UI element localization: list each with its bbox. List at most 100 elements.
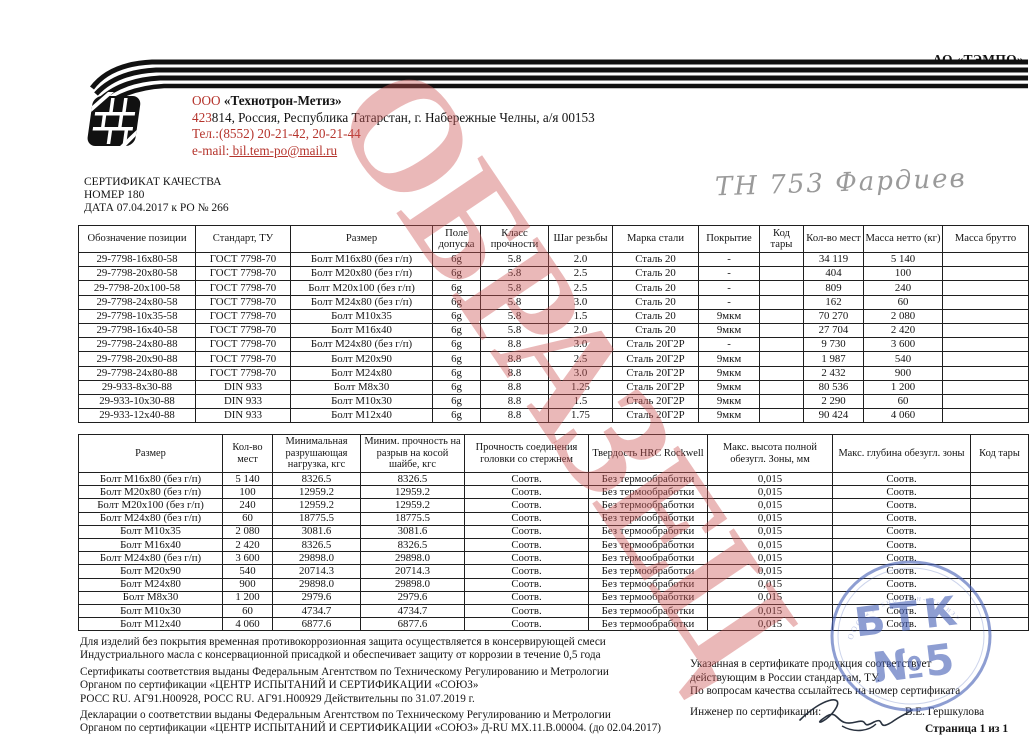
- table-row: 29-933-8х30-88 DIN 933 Болт М8х30 6g 8.8 1.25…: [78, 379, 1029, 395]
- table-cell: 8326.5: [360, 471, 465, 487]
- table-cell: 6g: [432, 322, 481, 339]
- table-cell: Болт М24х80 (без г/п): [290, 337, 433, 353]
- table-cell: ГОСТ 7798-70: [195, 266, 291, 282]
- table-row: Болт М20х90 540 20714.3 20714.3 Соотв. Без те…: [78, 564, 1029, 579]
- table-cell: 1.25: [548, 379, 613, 395]
- table-cell: 8.8: [480, 393, 549, 410]
- table-cell: Соотв.: [832, 603, 971, 619]
- table-cell: 809: [803, 280, 864, 296]
- table-cell: 2.5: [548, 280, 613, 296]
- table-row: 29-7798-24х80-88 ГОСТ 7798-70 Болт М24х80 …: [78, 337, 1029, 353]
- table-cell: 2 080: [863, 308, 943, 324]
- table-cell: [759, 393, 804, 410]
- table-cell: Болт М24х80 (без г/п): [78, 511, 223, 526]
- table-row: 29-7798-16х80-58 ГОСТ 7798-70 Болт М16х80 …: [78, 251, 1029, 268]
- table-cell: Соотв.: [832, 524, 971, 539]
- company-logo-icon: [87, 92, 141, 150]
- column-header: Миним. прочность на разрыв на косой шайб…: [360, 434, 465, 473]
- table-cell: [759, 308, 804, 324]
- table-cell: 2979.6: [272, 590, 361, 605]
- table-cell: Болт М8х30: [290, 379, 433, 395]
- table-cell: [942, 308, 1029, 324]
- table-cell: ГОСТ 7798-70: [195, 294, 291, 310]
- table-row: 29-7798-24х80-88 ГОСТ 7798-70 Болт М24х80 6…: [78, 365, 1029, 381]
- column-header: Стандарт, ТУ: [195, 225, 291, 253]
- table-cell: [970, 564, 1029, 579]
- table-cell: 0,015: [707, 498, 833, 513]
- company-email: e-mail: bil.tem-po@mail.ru: [192, 142, 338, 158]
- table-cell: 6g: [432, 408, 481, 424]
- table-cell: 900: [222, 577, 273, 592]
- company-phone: Тел.:(8552) 20-21-42, 20-21-44: [192, 126, 361, 141]
- certificate-title: СЕРТИФИКАТ КАЧЕСТВА: [84, 176, 222, 188]
- table-cell: 0,015: [707, 603, 833, 619]
- table-cell: 9мкм: [698, 408, 760, 424]
- table-cell: Болт М24х80 (без г/п): [78, 551, 223, 566]
- table-cell: [970, 551, 1029, 566]
- table-cell: 1 200: [863, 379, 943, 395]
- table-cell: 100: [222, 485, 273, 500]
- column-header: Обозначение позиции: [78, 225, 196, 253]
- table-cell: [942, 337, 1029, 353]
- table-cell: 29-7798-20х100-58: [78, 280, 196, 296]
- table-cell: Без термообработки: [588, 564, 708, 579]
- table-cell: 29-7798-24х80-88: [78, 337, 196, 353]
- table-cell: 1.5: [548, 393, 613, 410]
- table-cell: 6g: [432, 266, 481, 282]
- table-cell: 8.8: [480, 351, 549, 367]
- table-cell: Сталь 20Г2Р: [612, 365, 699, 381]
- table-cell: 0,015: [707, 551, 833, 566]
- table-cell: [759, 379, 804, 395]
- table-cell: 29-7798-16х40-58: [78, 322, 196, 339]
- table-cell: 2.0: [548, 251, 613, 268]
- table-cell: 29-7798-24х80-88: [78, 365, 196, 381]
- table-cell: -: [698, 294, 760, 310]
- table-cell: [970, 511, 1029, 526]
- table-cell: [942, 322, 1029, 339]
- table-cell: [970, 524, 1029, 539]
- table-header-row: Размер Кол-во мест Минимальная разрушающая…: [78, 434, 1029, 473]
- table-cell: 900: [863, 365, 943, 381]
- table-cell: Без термообработки: [588, 511, 708, 526]
- table-cell: 6g: [432, 337, 481, 353]
- table-cell: 3081.6: [360, 524, 465, 539]
- table-cell: 4 060: [863, 408, 943, 424]
- table-cell: 90 424: [803, 408, 864, 424]
- table-cell: Без термообработки: [588, 471, 708, 487]
- table-cell: [759, 365, 804, 381]
- table-cell: [759, 280, 804, 296]
- table-cell: Болт М10х30: [290, 393, 433, 410]
- table-cell: 9мкм: [698, 379, 760, 395]
- table-cell: 6g: [432, 294, 481, 310]
- table-cell: Без термообработки: [588, 617, 708, 632]
- table-row: Болт М24х80 (без г/п) 60 18775.5 18775.5 Соо…: [78, 511, 1029, 526]
- column-header: Макс. глубина обезугл. зоны: [832, 434, 971, 473]
- table-cell: 9 730: [803, 337, 864, 353]
- table-cell: 6g: [432, 351, 481, 367]
- table-cell: Сталь 20: [612, 266, 699, 282]
- table-cell: Соотв.: [832, 511, 971, 526]
- table-cell: Сталь 20Г2Р: [612, 379, 699, 395]
- column-header: Поле допуска: [432, 225, 481, 253]
- table-cell: -: [698, 266, 760, 282]
- table-cell: 8.8: [480, 337, 549, 353]
- table-cell: 6g: [432, 308, 481, 324]
- column-header: Марка стали: [612, 225, 699, 253]
- table-cell: [942, 251, 1029, 268]
- table-cell: Сталь 20: [612, 280, 699, 296]
- table-cell: 2.5: [548, 351, 613, 367]
- table-row: 29-7798-20х80-58 ГОСТ 7798-70 Болт М20х80 …: [78, 266, 1029, 282]
- column-header: Прочность соединения головки со стержнем: [464, 434, 589, 473]
- column-header: Шаг резьбы: [548, 225, 613, 253]
- table-cell: 6877.6: [360, 617, 465, 632]
- table-cell: [759, 408, 804, 424]
- table-cell: Без термообработки: [588, 537, 708, 553]
- table-cell: Болт М20х100 (без г/п): [290, 280, 433, 296]
- table-cell: 5.8: [480, 251, 549, 268]
- table-cell: 2.0: [548, 322, 613, 339]
- table-cell: ГОСТ 7798-70: [195, 308, 291, 324]
- table-cell: 3.0: [548, 337, 613, 353]
- column-header: Код тары: [970, 434, 1029, 473]
- table-cell: Соотв.: [832, 551, 971, 566]
